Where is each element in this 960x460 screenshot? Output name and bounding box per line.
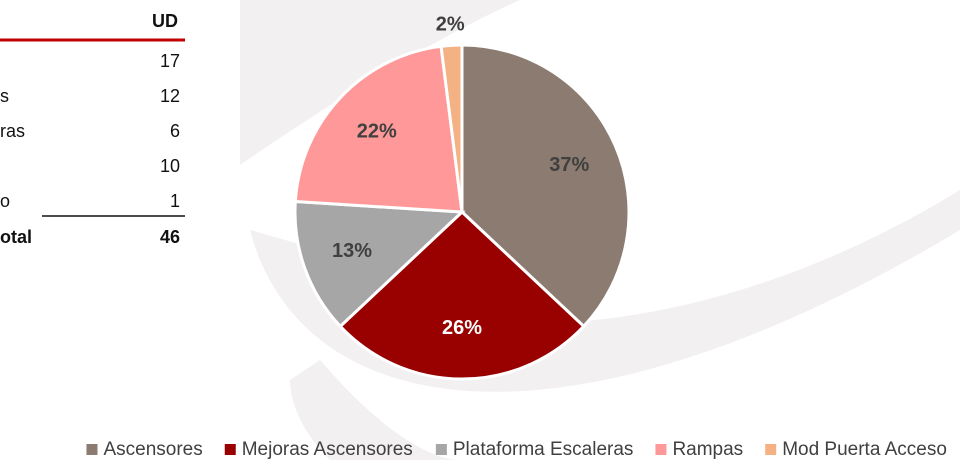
legend-label: Ascensores — [103, 439, 202, 460]
legend-swatch — [435, 444, 447, 455]
row-label: ras — [0, 121, 25, 141]
slice-label: 26% — [442, 317, 482, 339]
total-value: 46 — [160, 227, 180, 247]
legend: Ascensores Mejoras Ascensores Plataforma E… — [86, 439, 947, 460]
row-value: 12 — [160, 86, 180, 106]
legend-swatch — [86, 444, 98, 455]
slice-label: 13% — [332, 240, 372, 262]
total-label: otal — [0, 227, 32, 247]
legend-label: Mejoras Ascensores — [242, 439, 413, 460]
slice-label: 22% — [357, 120, 397, 142]
row-label: o — [0, 191, 10, 211]
background-swoosh — [240, 0, 520, 165]
legend-label: Mod Puerta Acceso — [782, 439, 947, 460]
legend-swatch — [655, 444, 667, 455]
legend-label: Plataforma Escaleras — [453, 439, 634, 460]
legend-swatch — [224, 444, 236, 455]
row-label: s — [0, 86, 9, 106]
table-header: UD — [152, 11, 178, 31]
pie-slice — [338, 209, 586, 381]
pie-slice — [439, 43, 464, 213]
legend-swatch — [765, 444, 777, 455]
legend-label: Rampas — [672, 439, 743, 460]
background-swoosh — [290, 360, 460, 460]
table: 17 s 12 ras 6 10 o 1 otal 46 — [0, 51, 180, 247]
row-value: 1 — [170, 191, 180, 211]
row-value: 10 — [160, 156, 180, 176]
slice-label: 37% — [549, 154, 589, 176]
pie-slice — [293, 199, 466, 329]
slice-label: 2% — [436, 14, 465, 36]
pie-slice — [460, 43, 631, 329]
pie-slice — [293, 44, 464, 214]
row-value: 6 — [170, 121, 180, 141]
pie-chart: 37% 26% 13% 22% 2% — [293, 14, 631, 381]
row-value: 17 — [160, 51, 180, 71]
